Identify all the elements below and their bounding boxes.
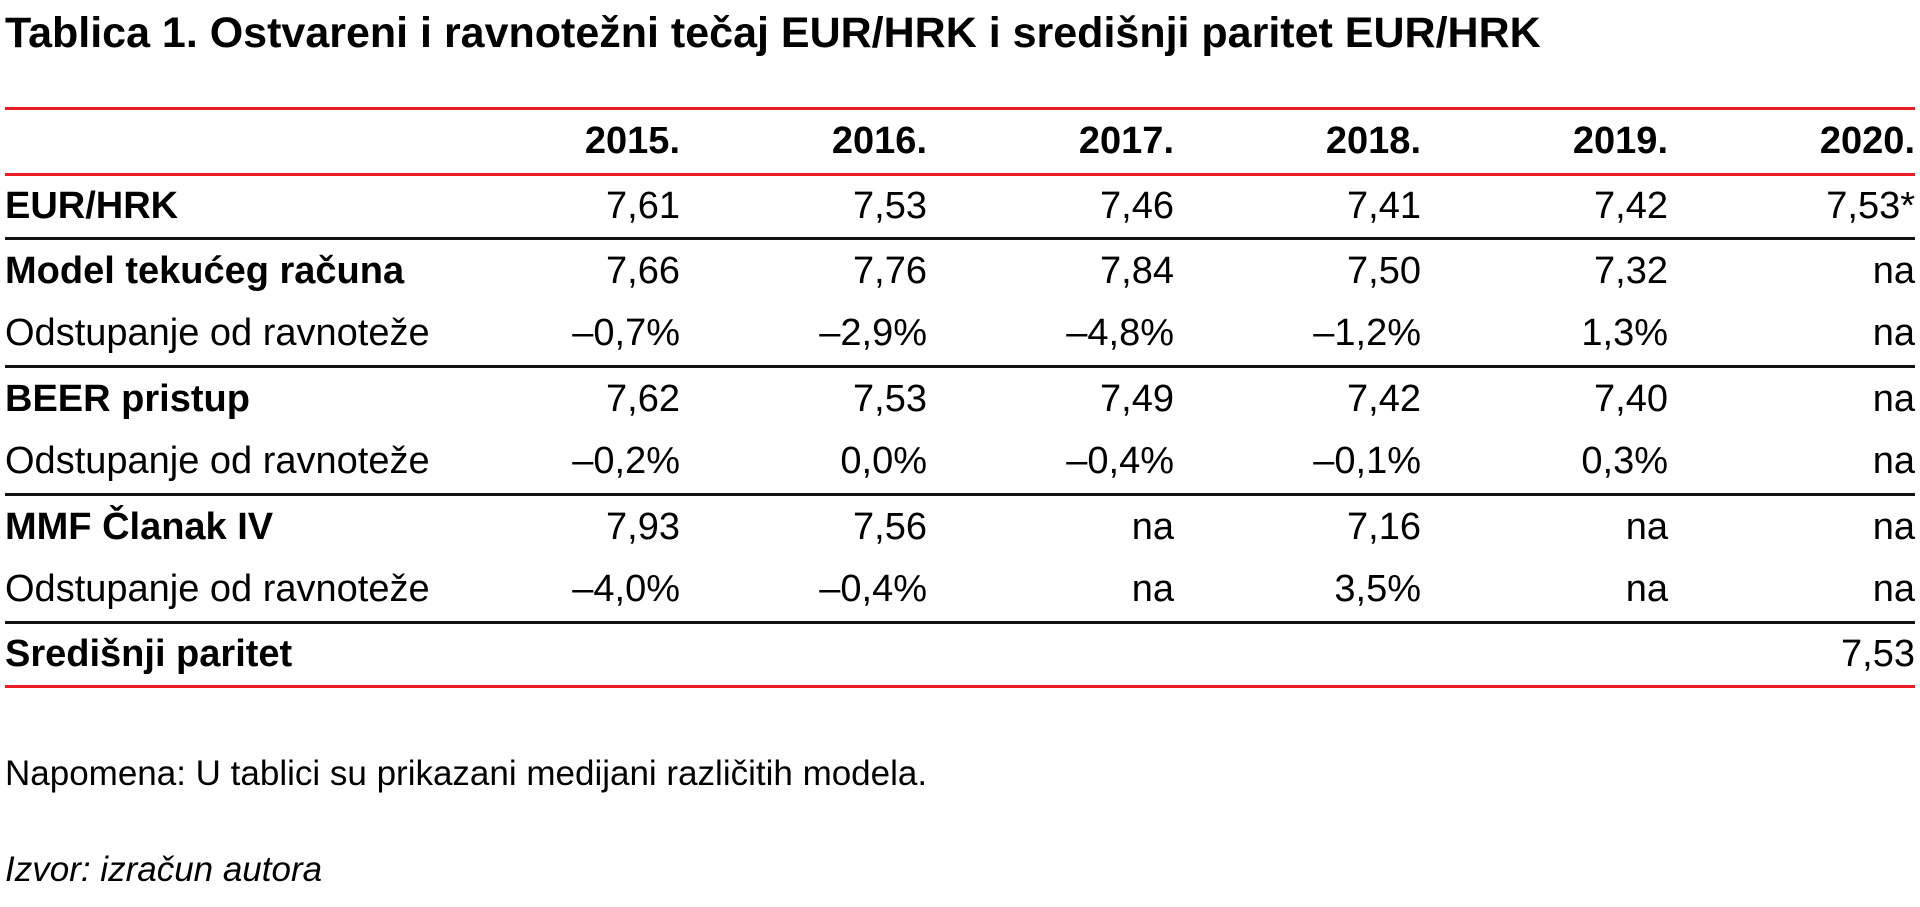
row-label: Odstupanje od ravnoteže xyxy=(5,312,430,355)
table-cell: 7,49 xyxy=(1100,377,1174,420)
column-header-2016: 2016. xyxy=(831,119,927,162)
exchange-rate-table: 2015. 2016. 2017. 2018. 2019. 2020. EUR/… xyxy=(5,107,1915,688)
table-cell: na xyxy=(1872,505,1915,548)
table-row-odstupanje-1: Odstupanje od ravnoteže –0,7% –2,9% –4,8… xyxy=(5,303,1915,367)
table-header: 2015. 2016. 2017. 2018. 2019. 2020. xyxy=(5,109,1915,175)
table-cell: na xyxy=(1872,568,1915,611)
table-cell: –0,4% xyxy=(1066,440,1174,483)
row-label: Model tekućeg računa xyxy=(5,249,405,292)
table-cell: 0,0% xyxy=(840,440,927,483)
table-cell: –2,9% xyxy=(819,312,927,355)
table-cell: na xyxy=(1872,312,1915,355)
table-cell: 7,50 xyxy=(1347,249,1421,292)
table-cell: 7,46 xyxy=(1100,184,1174,227)
table-cell: 7,53* xyxy=(1826,184,1915,227)
table-row-odstupanje-3: Odstupanje od ravnoteže –4,0% –0,4% na 3… xyxy=(5,559,1915,623)
table-cell: 7,42 xyxy=(1347,377,1421,420)
row-label: BEER pristup xyxy=(5,377,250,420)
table-row-sredisnji-paritet: Središnji paritet 7,53 xyxy=(5,623,1915,687)
column-header-2018: 2018. xyxy=(1325,119,1421,162)
table-title: Tablica 1. Ostvareni i ravnotežni tečaj … xyxy=(5,9,1541,57)
column-header-2015: 2015. xyxy=(584,119,680,162)
table-cell: –0,4% xyxy=(819,568,927,611)
table-cell: 0,3% xyxy=(1581,440,1668,483)
table-cell: 7,53 xyxy=(1841,632,1915,675)
table-cell: na xyxy=(1872,249,1915,292)
row-label: Odstupanje od ravnoteže xyxy=(5,568,430,611)
table-row-odstupanje-2: Odstupanje od ravnoteže –0,2% 0,0% –0,4%… xyxy=(5,431,1915,495)
column-header-2020: 2020. xyxy=(1819,119,1915,162)
table-source: Izvor: izračun autora xyxy=(5,850,323,890)
table-body: EUR/HRK 7,61 7,53 7,46 7,41 7,42 7,53* M… xyxy=(5,175,1915,687)
table-cell: na xyxy=(1131,568,1174,611)
row-label: Središnji paritet xyxy=(5,632,293,675)
table-cell: 7,93 xyxy=(606,505,680,548)
table-cell: 7,76 xyxy=(853,249,927,292)
table-cell: 7,32 xyxy=(1594,249,1668,292)
table-cell: 7,16 xyxy=(1347,505,1421,548)
table-cell: 7,40 xyxy=(1594,377,1668,420)
column-header-2019: 2019. xyxy=(1572,119,1668,162)
table-cell: 7,42 xyxy=(1594,184,1668,227)
table-cell: –1,2% xyxy=(1313,312,1421,355)
row-label: MMF Članak IV xyxy=(5,505,274,548)
table-row-model-tekuceg-racuna: Model tekućeg računa 7,66 7,76 7,84 7,50… xyxy=(5,239,1915,303)
table-cell: 7,41 xyxy=(1347,184,1421,227)
table-cell: 7,53 xyxy=(853,184,927,227)
table-cell: –0,7% xyxy=(572,312,680,355)
table-cell: 1,3% xyxy=(1581,312,1668,355)
table-cell: na xyxy=(1131,505,1174,548)
table-cell xyxy=(927,623,1174,687)
table-cell xyxy=(1174,623,1421,687)
table-cell: 7,56 xyxy=(853,505,927,548)
table-row-mmf-clanak-iv: MMF Članak IV 7,93 7,56 na 7,16 na na xyxy=(5,495,1915,559)
table-cell xyxy=(680,623,927,687)
table-cell: 7,84 xyxy=(1100,249,1174,292)
table-cell: –0,2% xyxy=(572,440,680,483)
table-cell: 7,62 xyxy=(606,377,680,420)
table-cell: –4,0% xyxy=(572,568,680,611)
table-row-eur-hrk: EUR/HRK 7,61 7,53 7,46 7,41 7,42 7,53* xyxy=(5,175,1915,239)
row-label: Odstupanje od ravnoteže xyxy=(5,440,430,483)
table-row-beer-pristup: BEER pristup 7,62 7,53 7,49 7,42 7,40 na xyxy=(5,367,1915,431)
column-header-2017: 2017. xyxy=(1078,119,1174,162)
table-cell: 7,66 xyxy=(606,249,680,292)
table-cell: na xyxy=(1872,440,1915,483)
table-cell: 7,53 xyxy=(853,377,927,420)
table-cell: 3,5% xyxy=(1334,568,1421,611)
header-row: 2015. 2016. 2017. 2018. 2019. 2020. xyxy=(5,109,1915,175)
table-cell: na xyxy=(1872,377,1915,420)
table-cell: 7,61 xyxy=(606,184,680,227)
table-cell: na xyxy=(1625,568,1668,611)
row-label: EUR/HRK xyxy=(5,184,179,227)
table-cell: –4,8% xyxy=(1066,312,1174,355)
table-cell: –0,1% xyxy=(1313,440,1421,483)
table-cell xyxy=(433,623,680,687)
table-cell: na xyxy=(1625,505,1668,548)
table-cell xyxy=(1421,623,1668,687)
table-note: Napomena: U tablici su prikazani medijan… xyxy=(5,754,928,794)
column-header-empty xyxy=(5,109,433,175)
